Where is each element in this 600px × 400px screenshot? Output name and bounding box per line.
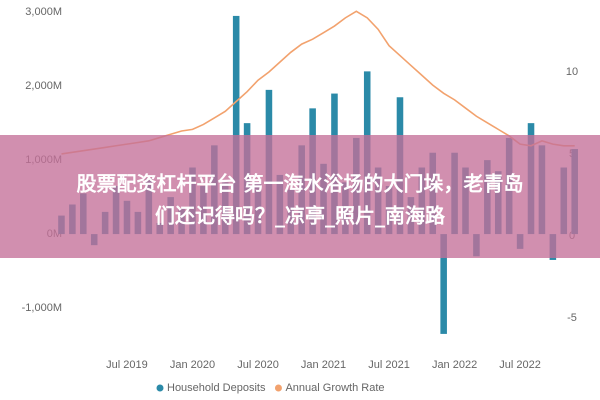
bar: [440, 234, 447, 334]
bar: [232, 15, 240, 235]
x-tick-label: Jan 2021: [301, 359, 346, 371]
y-tick-label: -1,000M: [22, 302, 62, 314]
x-tick-label: Jul 2020: [237, 359, 279, 371]
x-tick-label: Jul 2021: [368, 359, 410, 371]
line: [61, 10, 575, 155]
y2-tick-label: -5: [567, 312, 577, 324]
banner-line: 们还记得吗？_凉亭_照片_南海路: [155, 204, 446, 228]
x-tick-label: Jul 2022: [499, 359, 541, 371]
x-tick-label: Jan 2022: [432, 359, 477, 371]
banner: [0, 135, 600, 258]
legend-marker: [156, 384, 164, 392]
x-tick-label: Jan 2020: [170, 359, 215, 371]
y-tick-label: 3,000M: [25, 6, 62, 18]
y2-tick-label: 10: [566, 66, 578, 78]
legend-label: Household Deposits: [167, 382, 266, 394]
legend-marker: [274, 384, 282, 392]
x-tick-label: Jul 2019: [106, 359, 148, 371]
y-tick-label: 2,000M: [25, 80, 62, 92]
legend-label: Annual Growth Rate: [285, 382, 384, 394]
banner-line: 股票配资杠杆平台 第一海水浴场的大门垛，老青岛: [77, 172, 524, 196]
